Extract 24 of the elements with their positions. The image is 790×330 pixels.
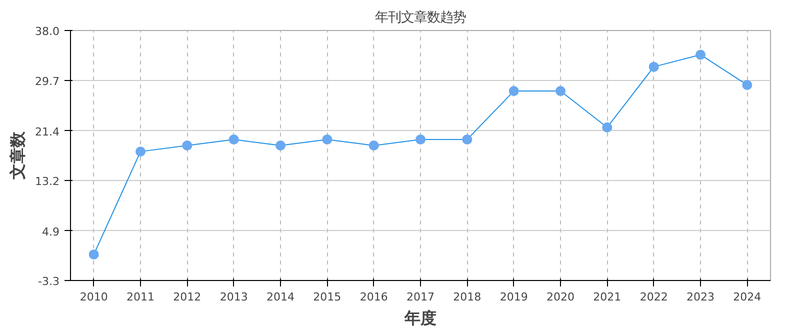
y-tick-label: 4.9: [42, 225, 60, 238]
x-tick-label: 2011: [126, 290, 155, 304]
x-tick-label: 2012: [173, 290, 202, 304]
chart-title: 年刊文章数趋势: [375, 10, 466, 26]
x-tick-label: 2023: [686, 290, 715, 304]
x-tick-label: 2022: [640, 290, 668, 304]
y-tick-label: 21.4: [35, 125, 60, 138]
x-tick-label: 2017: [406, 290, 435, 304]
x-tick-label: 2016: [360, 290, 388, 304]
x-tick-label: 2015: [313, 290, 342, 304]
y-tick-label: 13.2: [35, 175, 60, 188]
x-tick-label: 2020: [546, 290, 575, 304]
x-tick-label: 2024: [733, 290, 762, 304]
x-tick-label: 2014: [266, 290, 295, 304]
x-tick-label: 2019: [500, 290, 528, 304]
y-tick-label: 38.0: [35, 25, 60, 38]
x-axis-title: 年度: [404, 308, 436, 328]
y-tick-label: -3.3: [38, 275, 60, 288]
y-tick-label: 29.7: [35, 75, 60, 88]
x-tick-label: 2013: [220, 290, 248, 304]
x-tick-label: 2021: [593, 290, 622, 304]
x-tick-label: 2018: [453, 290, 482, 304]
y-axis-title: 文章数: [8, 130, 28, 180]
x-tick-label: 2010: [80, 290, 108, 304]
